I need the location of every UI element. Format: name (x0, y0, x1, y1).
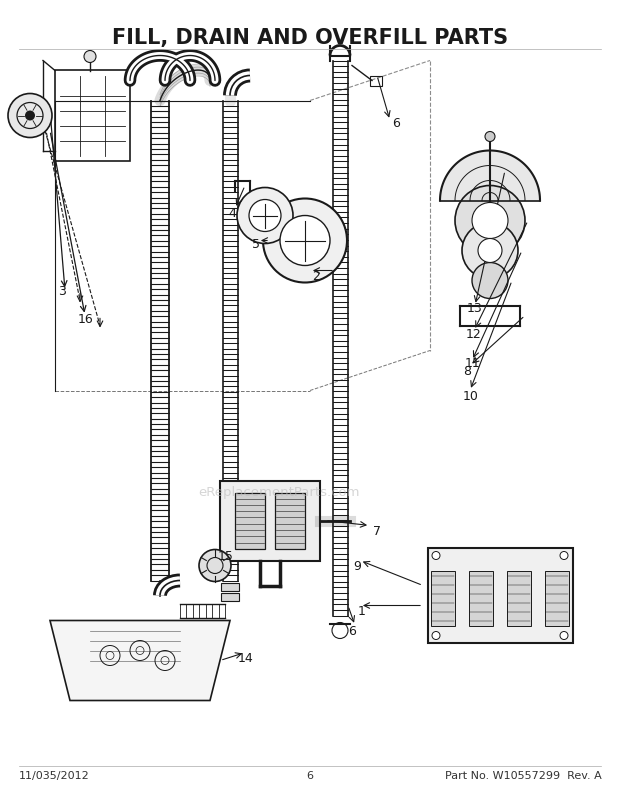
Circle shape (25, 111, 35, 121)
Bar (235, 493, 265, 549)
Text: eReplacementParts.com: eReplacementParts.com (198, 485, 360, 499)
Circle shape (280, 217, 330, 266)
Bar (507, 571, 531, 626)
Circle shape (263, 199, 347, 283)
Text: 2: 2 (312, 269, 320, 282)
Text: 5: 5 (252, 237, 260, 251)
Text: 15: 15 (218, 549, 234, 562)
Bar (431, 571, 455, 626)
Text: 14: 14 (238, 651, 254, 664)
Circle shape (249, 200, 281, 233)
Text: 13: 13 (467, 302, 483, 314)
Circle shape (199, 550, 231, 581)
Circle shape (432, 632, 440, 640)
Circle shape (84, 51, 96, 63)
Bar (545, 571, 569, 626)
Circle shape (472, 263, 508, 299)
Circle shape (560, 552, 568, 560)
Circle shape (432, 552, 440, 560)
Bar (55, 71, 130, 161)
Text: 6: 6 (348, 624, 356, 638)
Bar (469, 571, 493, 626)
Circle shape (472, 203, 508, 239)
Text: 1: 1 (358, 604, 366, 618)
Polygon shape (50, 621, 230, 701)
Bar (370, 76, 382, 87)
Circle shape (455, 186, 525, 256)
Circle shape (485, 132, 495, 142)
Bar (275, 493, 305, 549)
Circle shape (237, 188, 293, 244)
Bar (221, 593, 239, 601)
Text: 6: 6 (392, 117, 400, 130)
Bar (221, 583, 239, 591)
Text: 6: 6 (306, 770, 314, 780)
Circle shape (462, 223, 518, 279)
Text: FILL, DRAIN AND OVERFILL PARTS: FILL, DRAIN AND OVERFILL PARTS (112, 28, 508, 48)
Text: Part No. W10557299  Rev. A: Part No. W10557299 Rev. A (445, 770, 601, 780)
Text: 4: 4 (228, 207, 236, 220)
Bar (428, 548, 573, 642)
Text: 12: 12 (466, 327, 482, 341)
Text: 7: 7 (373, 525, 381, 537)
Bar (220, 481, 320, 561)
Text: 11: 11 (465, 357, 480, 370)
Text: 8: 8 (463, 365, 471, 378)
Text: 16: 16 (78, 313, 94, 326)
Text: 10: 10 (463, 390, 479, 403)
Text: 11/035/2012: 11/035/2012 (19, 770, 89, 780)
Text: 9: 9 (353, 559, 361, 573)
Text: 3: 3 (58, 285, 66, 298)
Circle shape (8, 95, 52, 138)
Circle shape (560, 632, 568, 640)
Circle shape (478, 239, 502, 263)
